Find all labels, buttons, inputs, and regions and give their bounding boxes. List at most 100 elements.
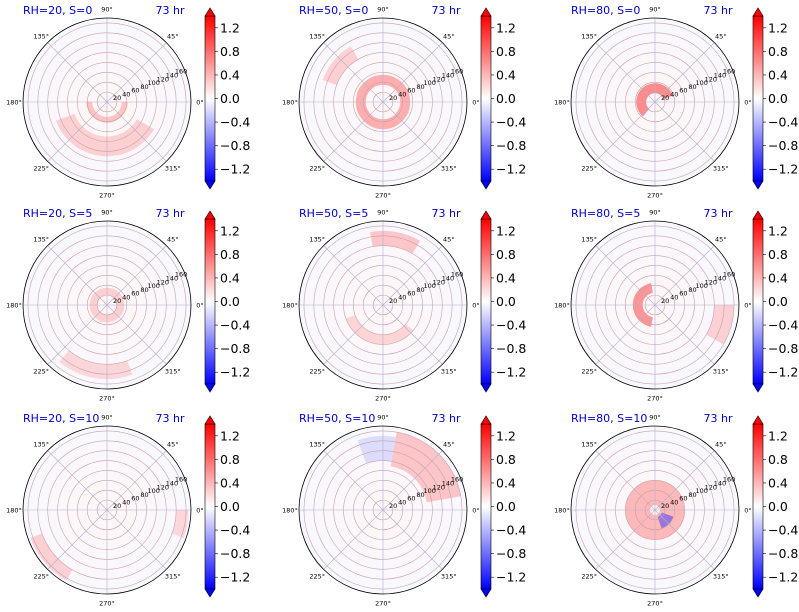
- angular-grid-line: [106, 101, 167, 162]
- radial-tick-label: 140: [442, 72, 454, 80]
- angle-tick-label: 0°: [744, 302, 751, 310]
- polar-frame: [22, 17, 192, 187]
- angle-tick-label: 45°: [443, 441, 455, 449]
- radial-tick-label: 160: [175, 271, 187, 279]
- colorbar-tick-label: 1.2: [496, 223, 516, 238]
- polar-panel: 0°45°90°135°180°225°270°315°20 40 60 801001…: [282, 4, 526, 200]
- panel-title: RH=20, S=0: [23, 4, 92, 17]
- panel-time-label: 73 hr: [432, 4, 461, 17]
- colorbar: 1.2 0.8 0.4 0.0 −0.4 −0.8 −1.2: [480, 210, 526, 393]
- polar-panel: 0°45°90°135°180°225°270°315°20 40 60 801001…: [554, 207, 798, 403]
- angular-grid-line: [106, 450, 167, 511]
- angular-grid-line: [654, 304, 715, 365]
- angle-tick-label: 90°: [101, 6, 113, 14]
- colorbar: 1.2 0.8 0.4 0.0 −0.4 −0.8 −1.2: [752, 7, 798, 190]
- panel-time-label: 73 hr: [432, 207, 461, 220]
- colorbar-tick-label: −0.4: [496, 115, 526, 130]
- angular-grid-line: [323, 245, 384, 306]
- heatmap-feature: [322, 46, 359, 86]
- angular-grid-line: [595, 509, 656, 570]
- angular-grid-line: [47, 245, 108, 306]
- radial-tick-label: 60: [131, 290, 139, 298]
- colorbar-tick-label: −0.8: [220, 138, 250, 153]
- colorbar-extend-max: [480, 7, 492, 17]
- heatmap-feature: [345, 315, 414, 345]
- radial-tick-label: 140: [166, 72, 178, 80]
- radial-tick-label: 20: [113, 502, 121, 510]
- radial-tick-label: 80: [416, 286, 424, 294]
- radial-tick-label: 160: [451, 271, 463, 279]
- polar-frame: [298, 220, 468, 390]
- angular-grid-line: [595, 42, 656, 103]
- colorbar: 1.2 0.8 0.4 0.0 −0.4 −0.8 −1.2: [204, 210, 250, 393]
- colorbar-tick-label: 0.8: [220, 247, 240, 262]
- radial-tick-label: 60: [407, 87, 415, 95]
- heatmap-feature: [636, 83, 673, 117]
- angular-grid-line: [654, 101, 715, 162]
- angle-tick-label: 90°: [649, 209, 661, 217]
- angular-grid-line: [654, 245, 715, 306]
- polar-panel: 0°45°90°135°180°225°270°315°20 40 60 801001…: [554, 4, 798, 200]
- angle-tick-label: 270°: [375, 395, 391, 403]
- angle-tick-label: 180°: [554, 507, 570, 515]
- colorbar-gradient: [752, 15, 764, 182]
- angle-tick-label: 90°: [377, 6, 389, 14]
- colorbar-tick-label: 0.8: [768, 452, 788, 467]
- radial-tick-label: 120: [705, 483, 717, 491]
- heatmap-feature: [86, 102, 128, 123]
- polar-panel: 0°45°90°135°180°225°270°315°20 40 60 801001…: [554, 412, 798, 608]
- colorbar-gradient: [480, 218, 492, 385]
- radial-tick-label: 60: [131, 495, 139, 503]
- radial-tick-label: 80: [416, 83, 424, 91]
- angle-tick-label: 180°: [6, 507, 22, 515]
- colorbar-tick-label: 0.0: [496, 294, 516, 309]
- radial-tick-label: 40: [398, 293, 406, 301]
- angle-tick-label: 225°: [581, 164, 597, 172]
- colorbar-gradient: [752, 218, 764, 385]
- colorbar-tick-label: −1.2: [496, 365, 526, 380]
- polar-frame: [298, 425, 468, 595]
- colorbar-tick-label: 0.0: [496, 91, 516, 106]
- radial-tick-label: 40: [398, 90, 406, 98]
- colorbar-tick-label: 1.2: [220, 428, 240, 443]
- colorbar-extend-min: [480, 180, 492, 190]
- colorbar-extend-max: [204, 210, 216, 220]
- radial-tick-label: 100: [695, 282, 707, 290]
- panel-time-label: 73 hr: [156, 4, 185, 17]
- colorbar-tick-label: −0.4: [220, 523, 250, 538]
- colorbar-tick-label: 0.8: [496, 44, 516, 59]
- angle-tick-label: 315°: [713, 164, 729, 172]
- angular-grid-line: [106, 304, 167, 365]
- colorbar-extend-min: [204, 588, 216, 598]
- radial-tick-label: 100: [147, 79, 159, 87]
- panel-time-label: 73 hr: [156, 207, 185, 220]
- angle-tick-label: 45°: [167, 236, 179, 244]
- angular-grid-line: [323, 304, 384, 365]
- panel-title: RH=20, S=10: [23, 412, 99, 425]
- angle-tick-label: 135°: [581, 236, 597, 244]
- radial-tick-label: 20: [389, 94, 397, 102]
- heatmap-feature: [55, 113, 155, 157]
- colorbar-tick-label: −0.8: [768, 546, 798, 561]
- angle-tick-label: 135°: [581, 441, 597, 449]
- colorbar-extend-max: [480, 415, 492, 425]
- heatmap-feature: [59, 350, 133, 380]
- radial-tick-label: 40: [670, 293, 678, 301]
- angular-grid-line: [595, 304, 656, 365]
- colorbar-tick-label: 1.2: [496, 20, 516, 35]
- radial-tick-label: 60: [407, 290, 415, 298]
- angular-grid-line: [654, 450, 715, 511]
- colorbar-tick-label: −1.2: [220, 570, 250, 585]
- angular-grid-line: [106, 509, 167, 570]
- colorbar-tick-label: −0.8: [768, 138, 798, 153]
- angle-tick-label: 45°: [443, 33, 455, 41]
- angle-tick-label: 135°: [309, 33, 325, 41]
- angle-tick-label: 270°: [647, 192, 663, 200]
- angular-grid-line: [47, 450, 108, 511]
- panel-time-label: 73 hr: [704, 4, 733, 17]
- radial-tick-label: 80: [688, 83, 696, 91]
- angle-tick-label: 315°: [441, 367, 457, 375]
- angle-tick-label: 315°: [713, 572, 729, 580]
- radial-tick-label: 100: [147, 487, 159, 495]
- radial-tick-label: 120: [433, 278, 445, 286]
